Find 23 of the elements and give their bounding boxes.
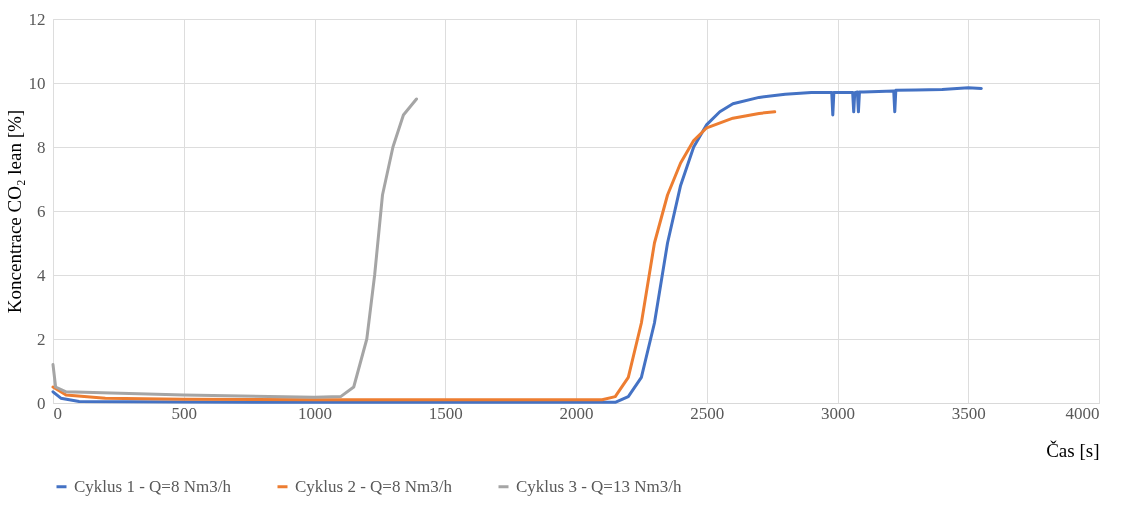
- x-tick-label: 0: [53, 403, 62, 423]
- x-tick-label: 1000: [298, 403, 332, 423]
- y-tick-label: 8: [37, 137, 46, 157]
- legend-label: Cyklus 2 - Q=8 Nm3/h: [295, 476, 453, 496]
- x-tick-label: 2000: [559, 403, 594, 423]
- x-tick-label: 500: [171, 403, 197, 423]
- y-tick-label: 6: [37, 201, 46, 221]
- line-series: [51, 97, 418, 399]
- y-axis-title: Koncentrace CO₂ lean [%]: [3, 109, 25, 314]
- x-tick-label: 3500: [951, 403, 986, 423]
- x-tick-label: 1500: [428, 403, 463, 423]
- y-tick-label: 12: [28, 9, 46, 29]
- line-series: [51, 110, 777, 402]
- legend-label: Cyklus 3 - Q=13 Nm3/h: [516, 476, 682, 496]
- y-tick-label: 2: [37, 329, 46, 349]
- y-tick-label: 10: [28, 73, 46, 93]
- legend-label: Cyklus 1 - Q=8 Nm3/h: [74, 476, 232, 496]
- y-tick-label: 4: [37, 265, 46, 285]
- line-series: [51, 86, 983, 404]
- x-tick-label: 3000: [821, 403, 855, 423]
- x-axis-title: Čas [s]: [1046, 439, 1100, 461]
- x-tick-label: 4000: [1065, 403, 1100, 423]
- x-tick-label: 2500: [690, 403, 725, 423]
